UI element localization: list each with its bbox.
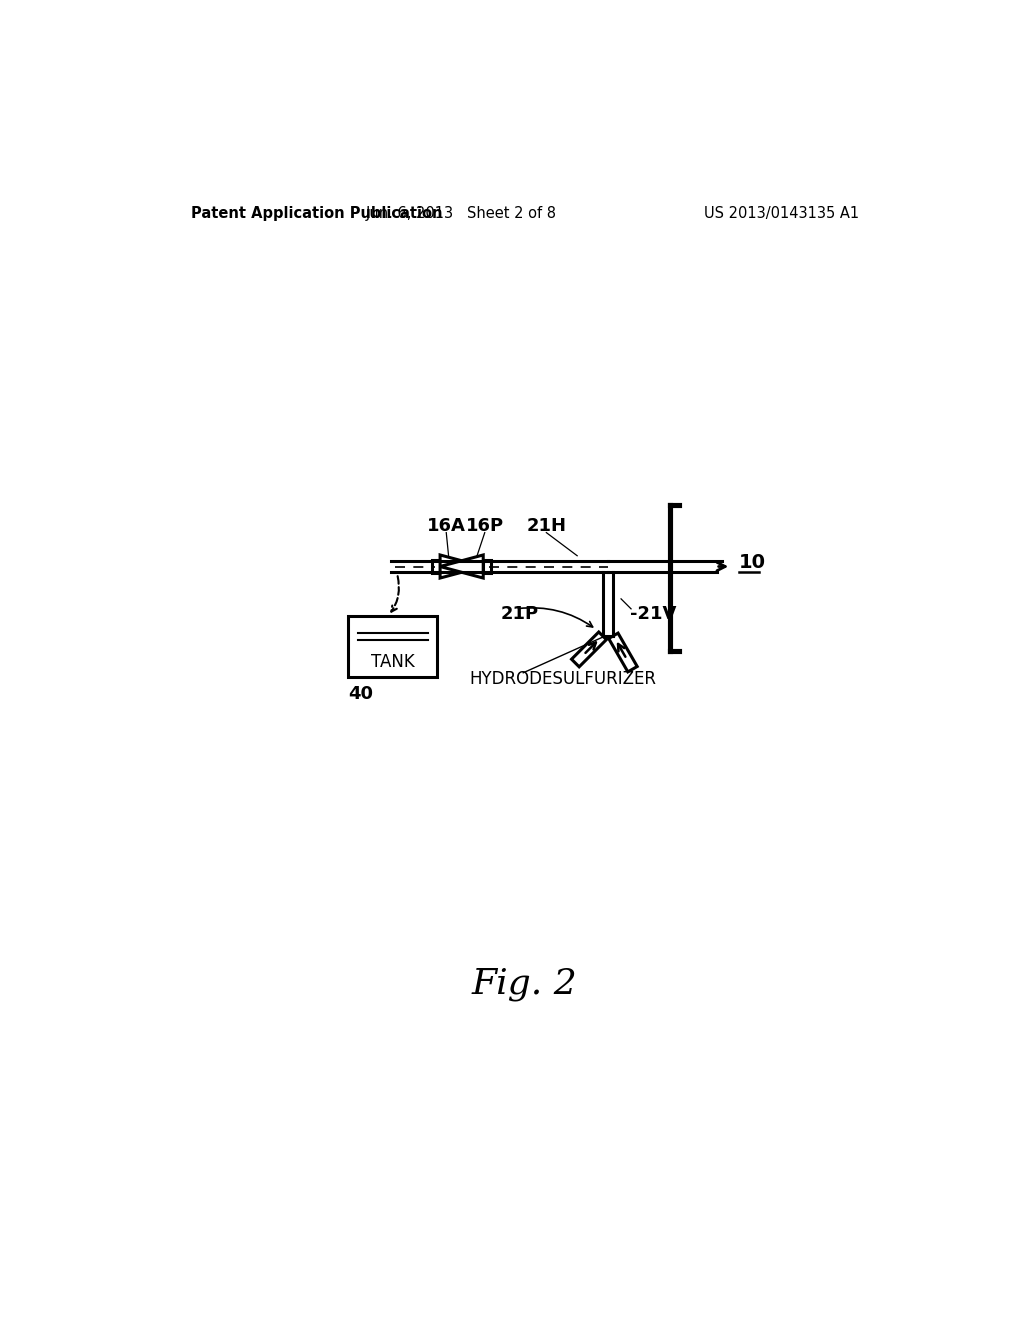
Polygon shape xyxy=(571,632,606,667)
Text: Patent Application Publication: Patent Application Publication xyxy=(190,206,442,222)
Bar xyxy=(432,560,440,573)
Text: TANK: TANK xyxy=(371,653,415,671)
Text: US 2013/0143135 A1: US 2013/0143135 A1 xyxy=(703,206,859,222)
Polygon shape xyxy=(440,554,483,578)
Text: 21H: 21H xyxy=(526,517,566,536)
Text: -21V: -21V xyxy=(630,606,676,623)
Text: HYDRODESULFURIZER: HYDRODESULFURIZER xyxy=(469,671,656,688)
Polygon shape xyxy=(608,634,637,672)
Text: 10: 10 xyxy=(739,553,766,572)
Text: 16A: 16A xyxy=(427,517,466,536)
Text: 16P: 16P xyxy=(466,517,504,536)
Text: Fig. 2: Fig. 2 xyxy=(472,966,578,1001)
Text: 21P: 21P xyxy=(500,606,539,623)
Bar xyxy=(483,560,490,573)
Bar xyxy=(348,615,437,677)
Polygon shape xyxy=(440,554,483,578)
Text: 40: 40 xyxy=(348,685,374,704)
Text: Jun. 6, 2013   Sheet 2 of 8: Jun. 6, 2013 Sheet 2 of 8 xyxy=(367,206,557,222)
